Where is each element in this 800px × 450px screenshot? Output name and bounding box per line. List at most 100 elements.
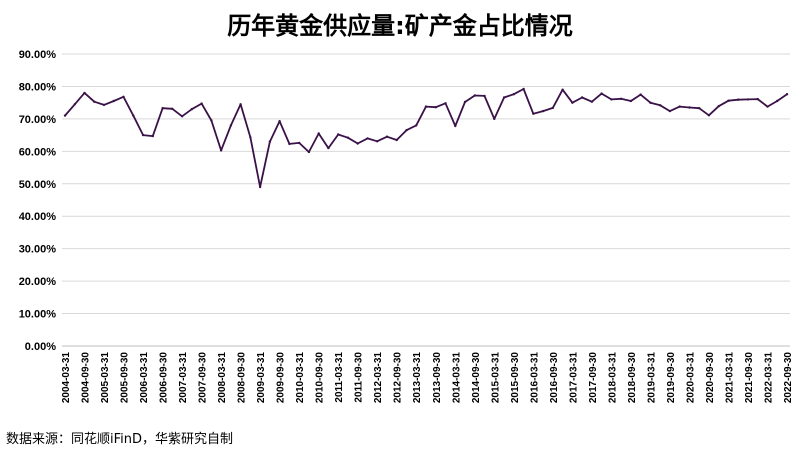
y-tick-label: 0.00% [25, 341, 56, 353]
data-point [522, 87, 525, 91]
x-tick-label: 2009-09-30 [276, 352, 287, 404]
x-tick-label: 2021-09-30 [744, 352, 755, 404]
data-point [571, 101, 574, 104]
chart-title: 历年黄金供应量:矿产金占比情况 [227, 12, 573, 40]
data-point [483, 94, 486, 98]
data-point [502, 96, 506, 99]
data-point [541, 109, 545, 113]
y-tick-label: 20.00% [19, 276, 57, 288]
x-axis-ticks: 2004-03-31 2004-09-30 2005-03-31 2005-09-30… [61, 352, 794, 404]
x-tick-label: 2004-09-30 [81, 352, 92, 404]
data-point [766, 105, 769, 108]
data-point [493, 117, 496, 121]
data-point [385, 135, 389, 138]
x-tick-label: 2014-03-31 [451, 352, 462, 404]
x-tick-label: 2015-03-31 [490, 352, 501, 404]
x-tick-label: 2017-03-31 [568, 352, 579, 404]
x-tick-label: 2018-03-31 [607, 352, 618, 404]
x-tick-label: 2005-09-30 [120, 352, 131, 404]
x-tick-label: 2017-09-30 [588, 352, 599, 404]
x-tick-label: 2011-09-30 [354, 352, 365, 403]
data-point [395, 138, 398, 142]
data-point [249, 136, 252, 139]
data-point [239, 103, 242, 106]
data-point [102, 103, 106, 107]
data-point [629, 99, 633, 103]
y-tick-label: 10.00% [19, 309, 57, 321]
x-tick-label: 2021-03-31 [724, 352, 735, 404]
x-tick-label: 2020-09-30 [705, 352, 716, 404]
data-point [141, 133, 145, 137]
data-point [161, 107, 164, 110]
data-point [463, 100, 467, 104]
x-tick-label: 2012-09-30 [393, 352, 404, 404]
x-tick-label: 2008-09-30 [237, 352, 248, 404]
data-point [258, 185, 262, 189]
data-point [678, 105, 681, 108]
x-tick-label: 2004-03-31 [61, 352, 72, 404]
data-point [532, 112, 535, 115]
x-tick-label: 2013-09-30 [432, 352, 443, 404]
data-point [190, 108, 193, 111]
y-tick-label: 60.00% [19, 146, 57, 158]
y-tick-label: 30.00% [19, 244, 57, 256]
data-point [171, 107, 174, 111]
data-point [366, 137, 369, 140]
x-tick-label: 2007-09-30 [198, 352, 209, 404]
data-point [405, 129, 408, 132]
x-tick-label: 2009-03-31 [256, 352, 267, 404]
data-point [717, 105, 720, 108]
data-point [415, 124, 418, 127]
x-tick-label: 2016-09-30 [549, 352, 560, 404]
data-point [200, 102, 203, 105]
x-tick-label: 2019-09-30 [666, 352, 677, 404]
data-point [317, 132, 320, 135]
data-point [73, 103, 77, 106]
data-point [229, 124, 233, 127]
data-point [639, 93, 642, 96]
x-tick-label: 2006-09-30 [159, 352, 170, 404]
data-point [512, 93, 515, 96]
x-tick-label: 2014-09-30 [471, 352, 482, 404]
data-point [600, 92, 603, 95]
data-point [376, 140, 379, 143]
data-point [307, 150, 311, 154]
data-point [298, 141, 301, 145]
data-point [180, 115, 184, 118]
data-point [610, 98, 613, 101]
data-point [707, 114, 711, 117]
x-tick-label: 2010-09-30 [315, 352, 326, 404]
data-point [122, 95, 125, 99]
x-tick-label: 2018-09-30 [627, 352, 638, 404]
x-tick-label: 2005-03-31 [100, 352, 111, 404]
x-tick-label: 2019-03-31 [646, 352, 657, 404]
data-point [590, 100, 594, 103]
data-point [219, 149, 223, 152]
x-tick-label: 2022-03-31 [763, 352, 774, 404]
x-tick-label: 2007-03-31 [178, 352, 189, 404]
data-point [434, 106, 437, 109]
data-point [785, 93, 789, 96]
y-tick-label: 80.00% [19, 81, 57, 93]
data-point [473, 94, 476, 97]
x-tick-label: 2012-03-31 [373, 352, 384, 404]
data-point [454, 124, 457, 128]
data-point [278, 120, 281, 123]
y-tick-label: 50.00% [19, 179, 57, 191]
x-tick-label: 2010-03-31 [295, 352, 306, 404]
x-tick-label: 2020-03-31 [685, 352, 696, 404]
data-point [112, 99, 116, 103]
grid-lines [62, 53, 790, 347]
data-point [746, 98, 750, 101]
data-point [327, 146, 330, 150]
data-point [210, 119, 213, 122]
y-tick-label: 90.00% [19, 49, 57, 61]
data-point [444, 102, 447, 105]
x-tick-label: 2015-09-30 [510, 352, 521, 404]
data-point [132, 114, 135, 117]
y-axis-ticks: 0.00% 10.00% 20.00% 30.00% 40.00% 50.00% 60.00… [19, 49, 57, 353]
data-point [737, 98, 740, 101]
data-point [356, 142, 359, 145]
data-point [688, 106, 691, 109]
